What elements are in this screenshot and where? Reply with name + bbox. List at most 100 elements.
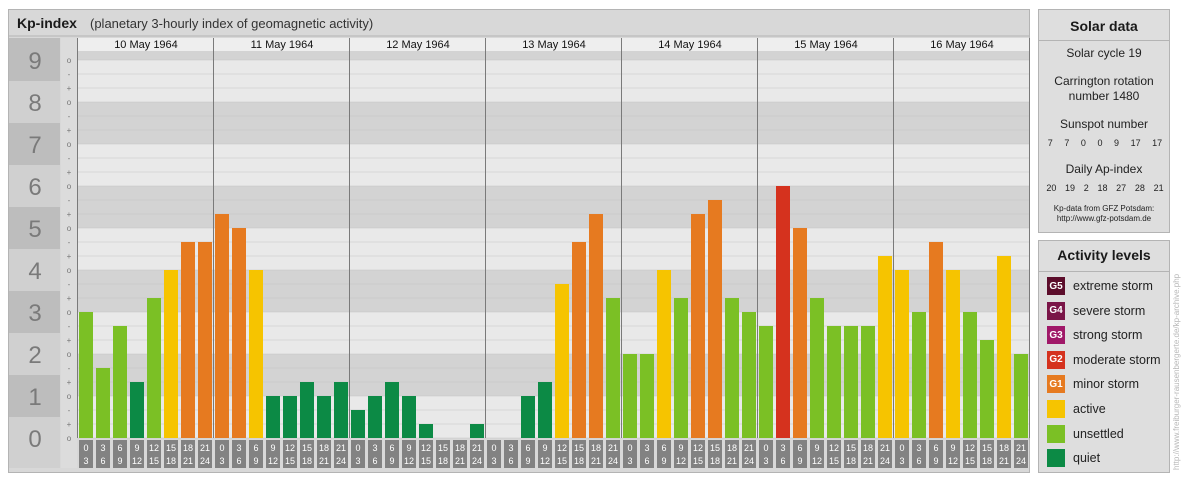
interval-start-label: 0 bbox=[899, 443, 904, 453]
legend-swatch bbox=[1047, 400, 1065, 418]
interval-cell bbox=[130, 440, 144, 468]
y-tick-label: 2 bbox=[28, 342, 41, 369]
legend-label: unsettled bbox=[1073, 426, 1124, 441]
kp-bar bbox=[130, 382, 144, 438]
interval-start-label: 0 bbox=[627, 443, 632, 453]
interval-cell bbox=[572, 440, 586, 468]
interval-cell bbox=[912, 440, 926, 468]
interval-cell bbox=[402, 440, 416, 468]
kp-bar bbox=[606, 298, 620, 438]
kp-bar bbox=[96, 367, 110, 438]
minor-tick-label: o bbox=[67, 98, 72, 107]
interval-start-label: 21 bbox=[1016, 443, 1026, 453]
interval-cell bbox=[861, 440, 875, 468]
interval-end-label: 9 bbox=[389, 456, 394, 466]
minor-tick-label: o bbox=[67, 266, 72, 275]
legend-item: quiet bbox=[1047, 449, 1100, 468]
interval-end-label: 18 bbox=[166, 456, 176, 466]
interval-end-label: 21 bbox=[183, 456, 193, 466]
y-axis-band bbox=[9, 38, 60, 81]
interval-start-label: 15 bbox=[846, 443, 856, 453]
interval-cell bbox=[640, 440, 654, 468]
legend-swatch bbox=[1047, 449, 1065, 468]
kp-bar bbox=[895, 270, 909, 438]
sunspot-value: 0 bbox=[1097, 138, 1103, 148]
interval-start-label: 3 bbox=[916, 443, 921, 453]
interval-end-label: 6 bbox=[236, 456, 241, 466]
interval-cell bbox=[742, 440, 756, 468]
interval-end-label: 3 bbox=[83, 456, 88, 466]
kp-bar bbox=[827, 325, 841, 438]
interval-start-label: 12 bbox=[285, 443, 295, 453]
interval-cell bbox=[283, 440, 297, 468]
y-tick-label: 1 bbox=[28, 384, 41, 411]
sunspot-value: 17 bbox=[1130, 138, 1141, 148]
interval-start-label: 18 bbox=[999, 443, 1009, 453]
legend-item: G3 strong storm bbox=[1047, 326, 1142, 345]
interval-end-label: 15 bbox=[421, 456, 431, 466]
interval-start-label: 21 bbox=[608, 443, 618, 453]
kp-bar bbox=[317, 396, 331, 438]
minor-tick-label: + bbox=[67, 210, 72, 219]
minor-tick-label: - bbox=[68, 406, 71, 415]
minor-tick-label: o bbox=[67, 140, 72, 149]
kp-bar bbox=[147, 298, 161, 438]
interval-cell bbox=[453, 440, 467, 468]
minor-tick-label: + bbox=[67, 84, 72, 93]
interval-start-label: 12 bbox=[693, 443, 703, 453]
interval-start-label: 12 bbox=[965, 443, 975, 453]
interval-start-label: 0 bbox=[491, 443, 496, 453]
interval-start-label: 9 bbox=[814, 443, 819, 453]
interval-end-label: 21 bbox=[863, 456, 873, 466]
legend-swatch: G1 bbox=[1047, 375, 1065, 394]
interval-cell bbox=[793, 440, 807, 468]
kp-bar bbox=[215, 214, 229, 438]
y-axis-band bbox=[9, 123, 60, 165]
interval-end-label: 3 bbox=[491, 456, 496, 466]
interval-end-label: 12 bbox=[948, 456, 958, 466]
activity-title-divider bbox=[1039, 271, 1169, 272]
interval-end-label: 6 bbox=[916, 456, 921, 466]
legend-item: active bbox=[1047, 400, 1106, 418]
interval-start-label: 6 bbox=[253, 443, 258, 453]
interval-cell bbox=[504, 440, 518, 468]
kp-bar bbox=[334, 382, 348, 438]
interval-cell bbox=[759, 440, 773, 468]
interval-end-label: 18 bbox=[982, 456, 992, 466]
minor-tick-label: + bbox=[67, 126, 72, 135]
kp-bar bbox=[266, 396, 280, 438]
minor-tick-label: - bbox=[68, 280, 71, 289]
interval-start-label: 15 bbox=[982, 443, 992, 453]
interval-cell bbox=[487, 440, 501, 468]
interval-cell bbox=[691, 440, 705, 468]
minor-tick-column bbox=[61, 38, 77, 468]
source-url[interactable]: http://www.gfz-potsdam.de bbox=[1056, 214, 1152, 223]
y-tick-label: 6 bbox=[28, 174, 41, 201]
interval-cell bbox=[385, 440, 399, 468]
interval-cell bbox=[895, 440, 909, 468]
interval-end-label: 18 bbox=[574, 456, 584, 466]
interval-cell bbox=[844, 440, 858, 468]
interval-start-label: 0 bbox=[355, 443, 360, 453]
legend-item: unsettled bbox=[1047, 424, 1124, 443]
legend-swatch: G2 bbox=[1047, 350, 1065, 369]
interval-start-label: 3 bbox=[100, 443, 105, 453]
interval-cell bbox=[79, 440, 93, 468]
kp-bar bbox=[368, 396, 382, 438]
y-tick-label: 7 bbox=[28, 132, 41, 159]
kp-bar bbox=[708, 199, 722, 438]
ap-index-values: 20 19 2 18 27 28 21 bbox=[1042, 183, 1168, 193]
kp-bar bbox=[963, 312, 977, 438]
kp-bar bbox=[657, 270, 671, 438]
minor-tick-label: + bbox=[67, 168, 72, 177]
interval-cell bbox=[980, 440, 994, 468]
kp-bar bbox=[198, 241, 212, 438]
interval-start-label: 9 bbox=[542, 443, 547, 453]
legend-swatch: G5 bbox=[1047, 277, 1065, 295]
interval-end-label: 3 bbox=[627, 456, 632, 466]
interval-end-label: 6 bbox=[372, 456, 377, 466]
kp-bar bbox=[249, 270, 263, 438]
y-tick-label: 0 bbox=[28, 426, 41, 453]
interval-start-label: 21 bbox=[744, 443, 754, 453]
ap-value: 2 bbox=[1083, 183, 1089, 193]
